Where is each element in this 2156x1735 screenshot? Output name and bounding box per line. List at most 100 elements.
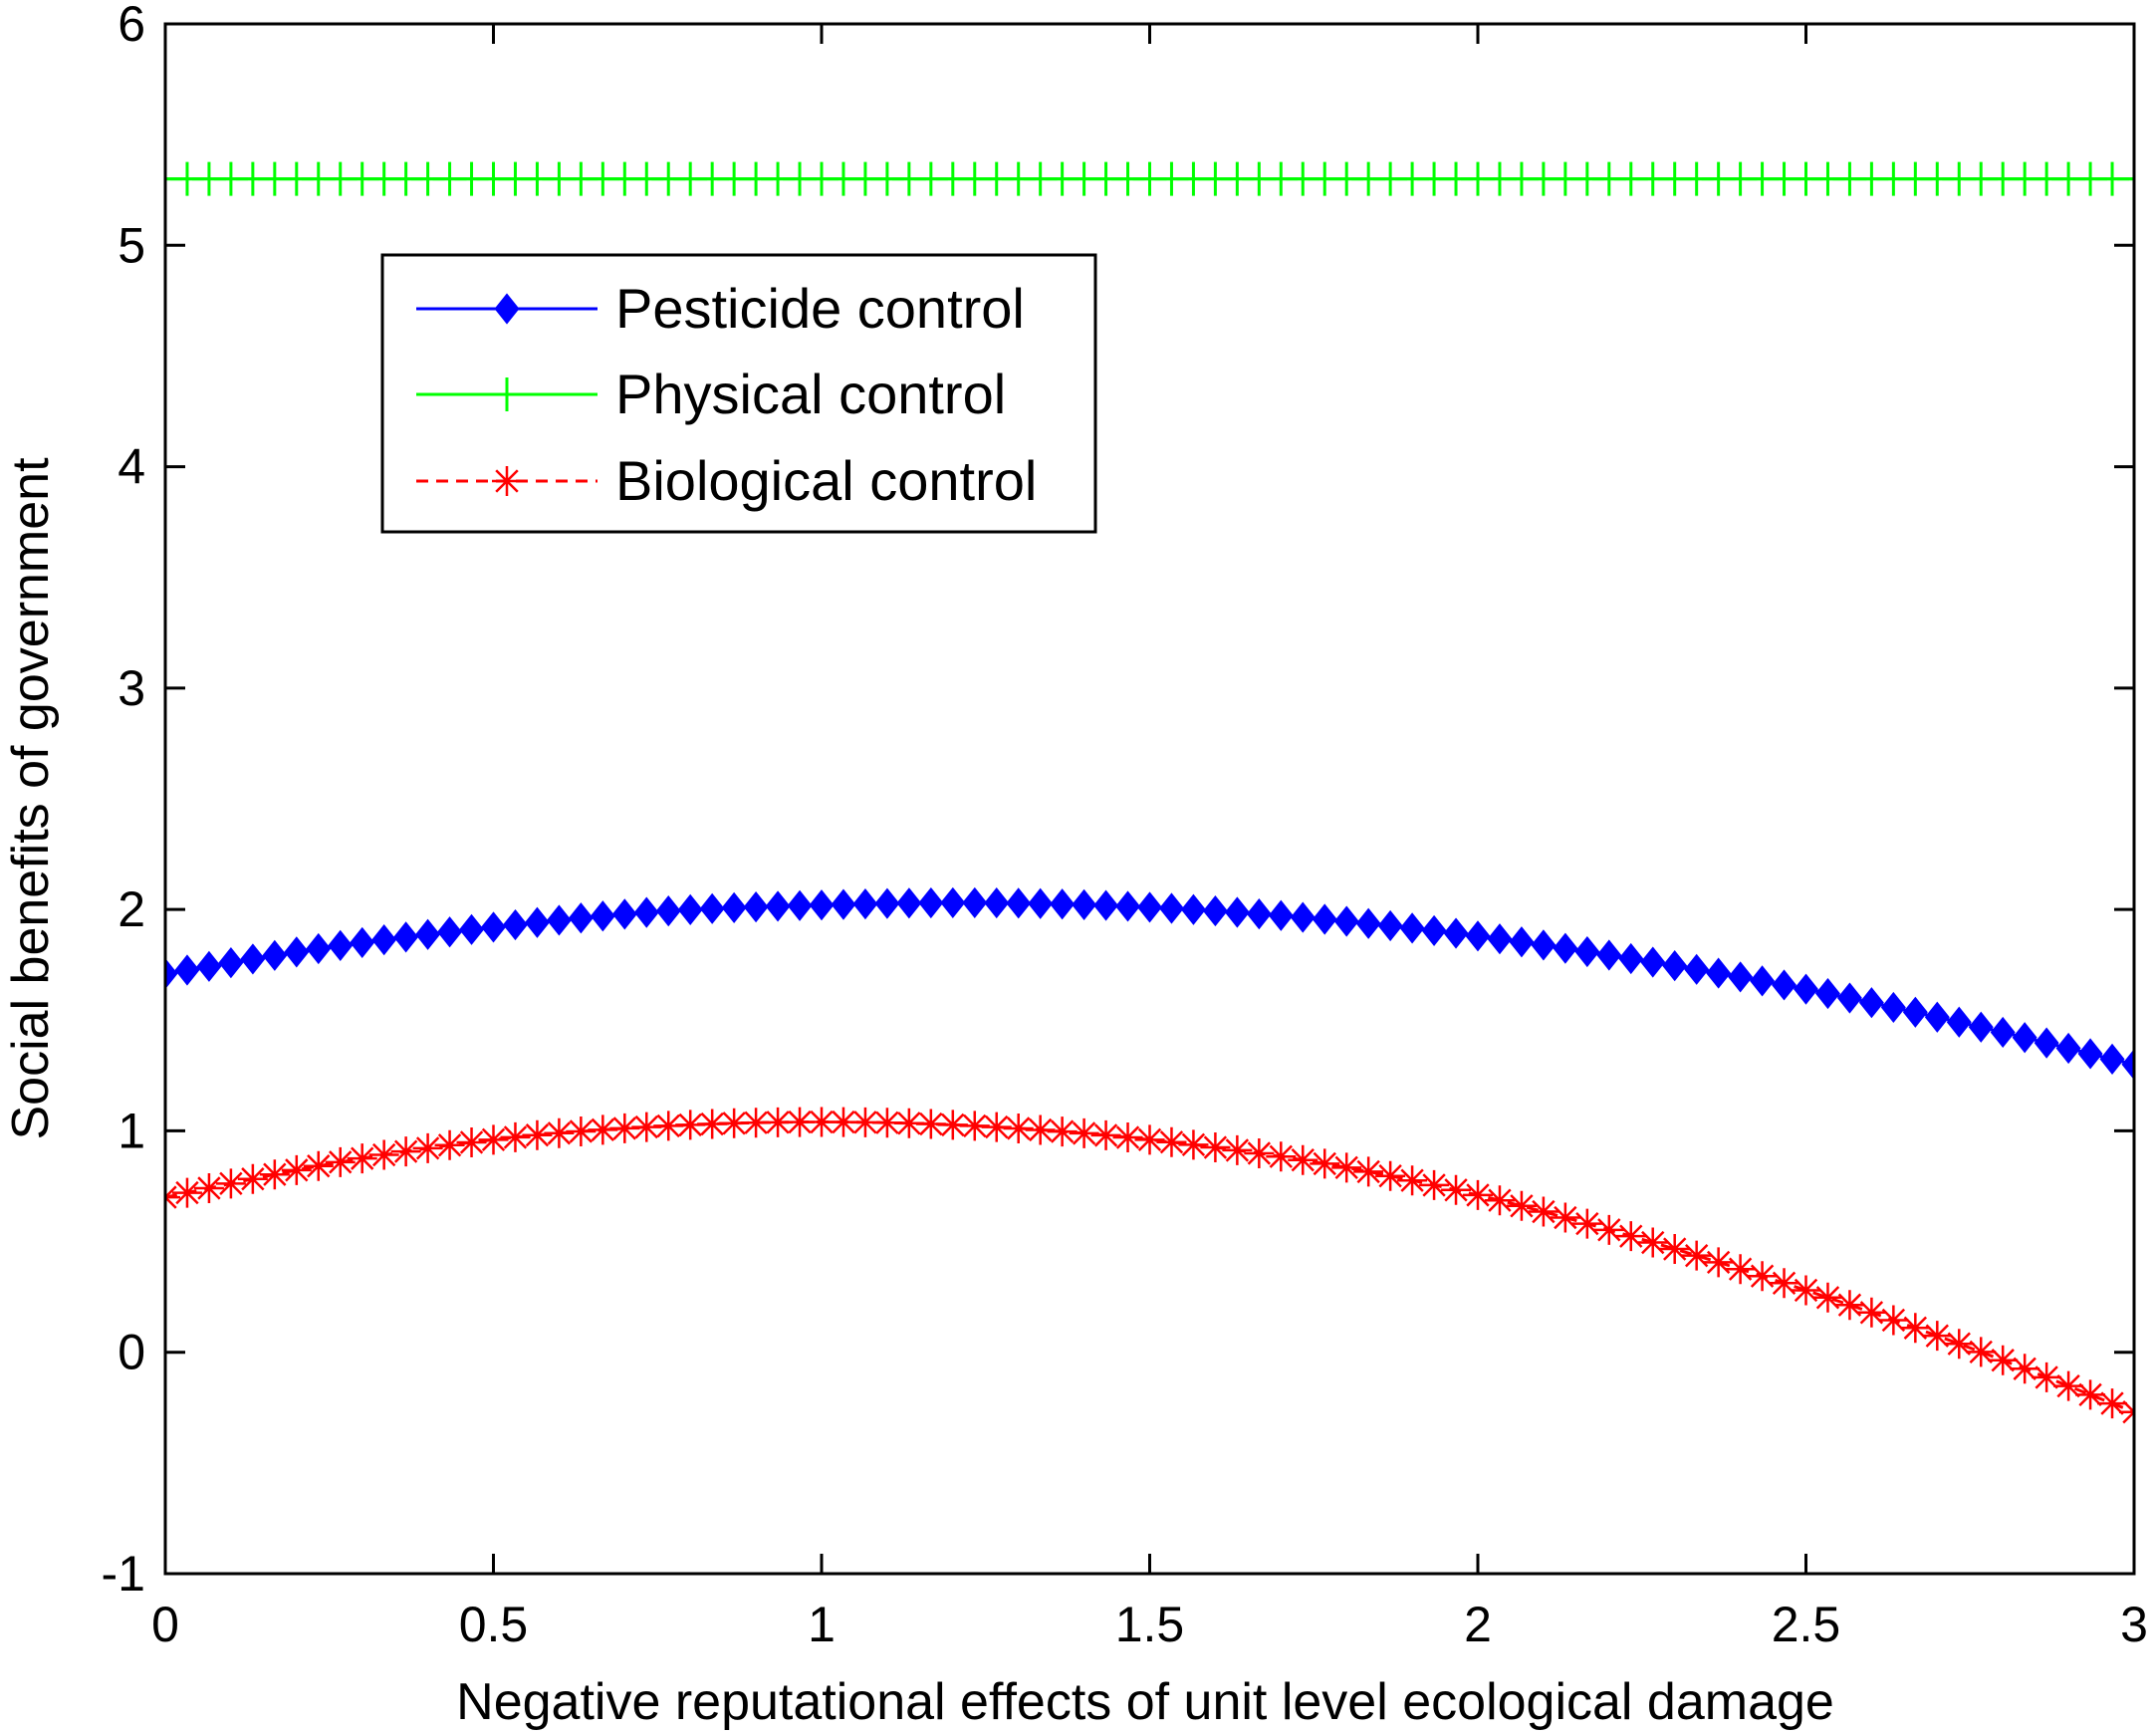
x-tick-label: 0 <box>151 1597 179 1652</box>
data-point-biological-control-56 <box>1375 1160 1406 1191</box>
data-point-pesticide-control-54 <box>1333 905 1359 937</box>
data-point-biological-control-20 <box>588 1115 618 1145</box>
x-tick-label: 2.5 <box>1772 1597 1841 1652</box>
data-point-biological-control-17 <box>522 1119 553 1150</box>
data-point-pesticide-control-30 <box>809 889 835 921</box>
data-point-biological-control-82 <box>1944 1329 1975 1360</box>
data-point-biological-control-73 <box>1747 1261 1778 1292</box>
data-point-pesticide-control-65 <box>1574 935 1600 968</box>
data-point-pesticide-control-64 <box>1553 932 1578 964</box>
data-point-pesticide-control-67 <box>1618 942 1644 975</box>
x-tick-label: 1 <box>808 1597 836 1652</box>
data-point-pesticide-control-79 <box>1880 991 1906 1024</box>
data-point-pesticide-control-63 <box>1531 929 1557 961</box>
legend-item-pesticide-control: Pesticide control <box>416 277 1025 340</box>
series-layer <box>165 161 2134 1427</box>
data-point-biological-control-45 <box>1134 1124 1165 1155</box>
y-tick-label: -1 <box>102 1546 145 1602</box>
data-point-biological-control-31 <box>828 1107 858 1137</box>
data-point-biological-control-81 <box>1922 1321 1953 1352</box>
data-point-biological-control-55 <box>1353 1156 1384 1187</box>
data-point-pesticide-control-42 <box>1072 888 1097 920</box>
data-point-biological-control-5 <box>259 1159 290 1190</box>
data-point-pesticide-control-57 <box>1399 912 1425 944</box>
data-point-biological-control-84 <box>1988 1345 2019 1375</box>
data-point-biological-control-36 <box>937 1110 968 1140</box>
data-point-pesticide-control-47 <box>1180 893 1206 925</box>
legend-label: Biological control <box>615 449 1037 512</box>
data-point-pesticide-control-45 <box>1137 891 1162 923</box>
data-point-biological-control-60 <box>1463 1179 1493 1210</box>
legend: Pesticide control Physical control Biologi… <box>380 253 1097 534</box>
y-tick-label: 3 <box>118 660 145 716</box>
data-point-biological-control-18 <box>544 1117 575 1148</box>
y-tick-label: 5 <box>118 217 145 273</box>
data-point-biological-control-75 <box>1791 1275 1821 1306</box>
data-point-biological-control-53 <box>1310 1148 1340 1179</box>
data-point-biological-control-66 <box>1593 1214 1624 1245</box>
data-point-pesticide-control-43 <box>1093 889 1119 921</box>
data-point-pesticide-control-31 <box>831 888 856 920</box>
data-point-biological-control-33 <box>871 1108 902 1138</box>
data-point-pesticide-control-12 <box>415 918 441 950</box>
data-point-biological-control-87 <box>2053 1370 2084 1401</box>
data-point-biological-control-65 <box>1571 1208 1602 1239</box>
data-point-biological-control-26 <box>719 1108 750 1138</box>
data-point-biological-control-67 <box>1615 1221 1646 1252</box>
data-point-pesticide-control-66 <box>1596 939 1622 971</box>
data-point-biological-control-50 <box>1244 1137 1275 1168</box>
y-tick-label: 0 <box>118 1325 145 1380</box>
data-point-pesticide-control-39 <box>1006 887 1032 919</box>
x-tick-label: 0.5 <box>459 1597 529 1652</box>
data-point-biological-control-19 <box>566 1115 597 1146</box>
x-tick-label: 2 <box>1464 1597 1492 1652</box>
data-point-pesticide-control-41 <box>1050 888 1076 920</box>
data-point-biological-control-49 <box>1222 1134 1253 1165</box>
data-point-biological-control-3 <box>215 1168 246 1199</box>
data-point-pesticide-control-86 <box>2034 1027 2059 1059</box>
data-point-biological-control-71 <box>1703 1247 1734 1278</box>
y-tick-label: 2 <box>118 881 145 937</box>
data-point-biological-control-62 <box>1506 1190 1537 1221</box>
data-point-pesticide-control-55 <box>1355 907 1381 939</box>
data-point-pesticide-control-71 <box>1706 957 1732 989</box>
data-point-biological-control-59 <box>1441 1174 1472 1205</box>
data-point-pesticide-control-76 <box>1814 977 1840 1010</box>
data-point-biological-control-41 <box>1047 1116 1078 1147</box>
x-tick-label: 3 <box>2120 1597 2148 1652</box>
data-point-pesticide-control-16 <box>502 908 528 941</box>
data-point-pesticide-control-83 <box>1968 1011 1994 1043</box>
data-point-pesticide-control-2 <box>196 950 222 982</box>
data-point-biological-control-14 <box>456 1126 487 1157</box>
data-point-pesticide-control-85 <box>2012 1022 2037 1054</box>
data-point-biological-control-27 <box>741 1108 772 1138</box>
x-axis-label: Negative reputational effects of unit le… <box>456 1673 1834 1731</box>
data-point-pesticide-control-34 <box>896 887 922 919</box>
legend-label: Pesticide control <box>615 277 1025 340</box>
data-point-biological-control-24 <box>675 1110 706 1140</box>
data-point-biological-control-58 <box>1419 1169 1450 1200</box>
data-point-pesticide-control-24 <box>677 893 703 925</box>
data-point-pesticide-control-9 <box>350 926 375 959</box>
data-point-biological-control-9 <box>347 1143 377 1174</box>
data-point-biological-control-10 <box>368 1139 399 1170</box>
data-point-pesticide-control-32 <box>852 888 878 920</box>
data-point-pesticide-control-49 <box>1224 896 1250 928</box>
data-point-biological-control-76 <box>1812 1282 1843 1313</box>
data-point-biological-control-34 <box>893 1108 924 1138</box>
data-point-biological-control-51 <box>1266 1141 1297 1172</box>
data-point-pesticide-control-60 <box>1465 920 1491 952</box>
data-point-biological-control-30 <box>807 1107 837 1137</box>
data-point-biological-control-37 <box>959 1111 990 1141</box>
data-point-biological-control-88 <box>2075 1379 2106 1410</box>
data-point-pesticide-control-20 <box>590 900 615 932</box>
data-point-biological-control-68 <box>1637 1227 1668 1258</box>
data-point-pesticide-control-25 <box>699 892 725 924</box>
data-point-pesticide-control-44 <box>1115 890 1141 922</box>
data-point-pesticide-control-1 <box>174 954 200 986</box>
data-point-biological-control-7 <box>303 1150 334 1181</box>
data-point-pesticide-control-7 <box>306 932 332 965</box>
data-point-biological-control-83 <box>1966 1337 1997 1367</box>
